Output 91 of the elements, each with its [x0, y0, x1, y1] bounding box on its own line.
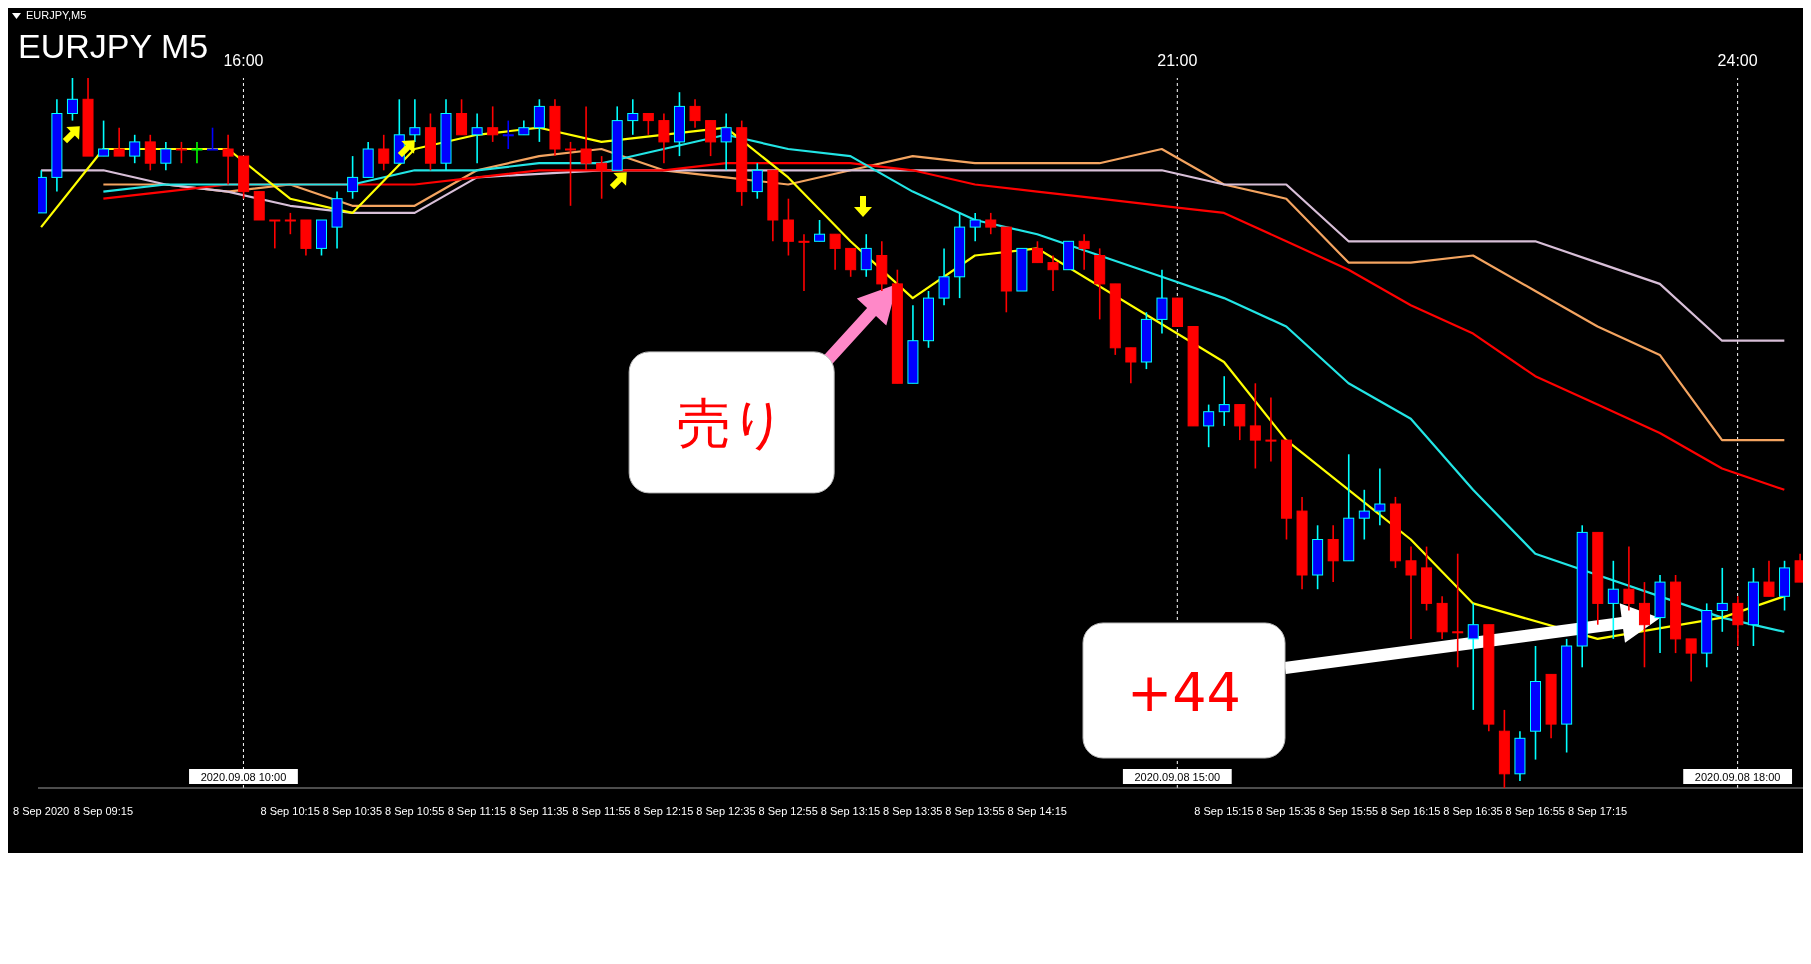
candlestick — [222, 134, 234, 186]
x-tick-label: 8 Sep 10:15 — [260, 805, 320, 817]
candlestick — [845, 247, 857, 278]
candlestick — [1732, 595, 1744, 647]
candlestick — [705, 119, 717, 157]
annotation: +44 — [1127, 660, 1241, 724]
candlestick — [1265, 396, 1277, 463]
candlestick — [782, 197, 794, 257]
candlestick — [860, 233, 872, 278]
x-tick-label: 8 Sep 16:35 — [1443, 805, 1503, 817]
candlestick — [1047, 254, 1059, 292]
chart-title: EURJPY M5 — [18, 26, 209, 66]
x2-tick-label: 16:00 — [223, 52, 264, 69]
candlestick — [1452, 552, 1464, 669]
candlestick — [969, 212, 981, 243]
candlestick — [533, 98, 545, 143]
candlestick — [1716, 567, 1728, 633]
candlestick — [985, 212, 997, 235]
x-tick-label: 8 Sep 12:35 — [696, 805, 756, 817]
candlestick — [689, 98, 701, 129]
candlestick — [938, 247, 950, 306]
candlestick — [1203, 403, 1215, 448]
candlestick — [658, 112, 670, 164]
x-tick-label: 8 Sep 2020 — [12, 805, 70, 817]
x-tick-label: 8 Sep 13:55 — [945, 805, 1005, 817]
candlestick — [1763, 560, 1775, 598]
x-tick-label: 8 Sep 10:55 — [384, 805, 445, 817]
candlestick — [191, 141, 203, 164]
candlestick — [409, 98, 421, 143]
candlestick — [1374, 467, 1386, 527]
x-tick-label: 8 Sep 16:15 — [1381, 805, 1441, 817]
candlestick — [642, 112, 654, 136]
x-tick-label: 8 Sep 12:15 — [634, 805, 694, 817]
x2-tick-label: 24:00 — [1717, 52, 1758, 69]
candlestick — [129, 134, 141, 164]
x-tick-label: 8 Sep 15:55 — [1318, 805, 1379, 817]
chart-subtitle: EURJPY,M5 — [26, 9, 87, 21]
ref-line-label: 2020.09.08 15:00 — [1134, 771, 1221, 783]
candlestick — [1234, 403, 1246, 441]
candlestick — [487, 105, 499, 143]
candlestick — [1623, 545, 1635, 612]
x-tick-label: 8 Sep 17:15 — [1567, 805, 1628, 817]
candlestick — [798, 233, 810, 292]
x2-tick-label: 21:00 — [1157, 52, 1198, 69]
candlestick — [284, 212, 296, 235]
candlestick — [471, 112, 483, 164]
candlestick — [1327, 524, 1339, 583]
candlestick — [66, 78, 78, 122]
candlestick — [1249, 382, 1261, 470]
x-tick-label: 8 Sep 15:35 — [1256, 805, 1316, 817]
ref-line-label: 2020.09.08 10:00 — [200, 771, 287, 783]
candlestick — [829, 233, 841, 271]
x-tick-label: 8 Sep 09:15 — [73, 805, 134, 817]
candlestick — [720, 112, 732, 172]
candlestick — [207, 126, 219, 151]
candlestick — [1078, 233, 1090, 271]
candlestick — [347, 155, 359, 200]
candlestick — [1125, 347, 1137, 385]
candlestick — [98, 119, 110, 157]
candlestick — [1405, 545, 1417, 640]
candlestick — [1638, 581, 1650, 669]
x-tick-label: 8 Sep 13:35 — [883, 805, 943, 817]
candlestick — [456, 98, 468, 136]
candlestick — [1031, 240, 1043, 264]
candlestick — [1358, 489, 1370, 541]
x-tick-label: 8 Sep 16:55 — [1505, 805, 1565, 817]
candlestick — [269, 219, 281, 250]
x-tick-label: 8 Sep 11:35 — [509, 805, 569, 817]
x-tick-label: 8 Sep 11:55 — [572, 805, 631, 817]
annotation: 売り — [677, 392, 787, 456]
candlestick — [627, 98, 639, 136]
candlestick — [1607, 560, 1619, 640]
x-tick-label: 8 Sep 11:15 — [447, 805, 507, 817]
candlestick — [113, 126, 125, 157]
x-tick-label: 8 Sep 14:15 — [1007, 805, 1067, 817]
candlestick — [1685, 638, 1697, 683]
candlestick — [378, 134, 390, 172]
candlestick — [1156, 268, 1168, 335]
candlestick — [1218, 375, 1230, 427]
candlestick — [751, 162, 763, 200]
candlestick — [1467, 602, 1479, 711]
candlestick — [814, 219, 826, 243]
x-tick-label: 8 Sep 15:15 — [1194, 805, 1254, 817]
candlestick — [502, 119, 514, 150]
x-tick-label: 8 Sep 12:55 — [758, 805, 818, 817]
x-tick-label: 8 Sep 13:15 — [820, 805, 881, 817]
candlestick — [175, 141, 187, 164]
ref-line-label: 2020.09.08 18:00 — [1694, 771, 1781, 783]
candlestick — [160, 141, 172, 172]
x-tick-label: 8 Sep 10:35 — [322, 805, 383, 817]
candlestick — [144, 134, 156, 172]
